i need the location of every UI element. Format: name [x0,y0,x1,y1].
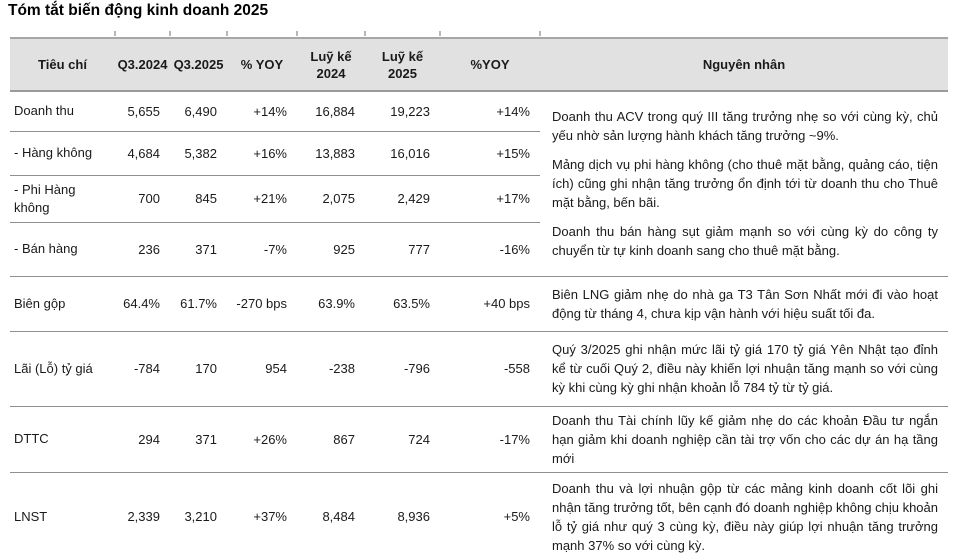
cell-value: 777 [365,222,440,277]
cell-value: 63.5% [365,276,440,332]
cell-value: -796 [365,331,440,407]
reason-cell-fx: Quý 3/2025 ghi nhận mức lãi tỷ giá 170 t… [540,331,948,407]
header-q3-2025: Q3.2025 [170,38,227,92]
cell-value: 16,016 [365,131,440,176]
cell-value: +26% [227,406,297,473]
cell-value: -238 [297,331,365,407]
cell-value: 371 [170,222,227,277]
cell-value: +40 bps [440,276,540,332]
cell-value: 5,382 [170,131,227,176]
cell-value: +14% [227,91,297,132]
table-row-doanh-thu: Doanh thu 5,655 6,490 +14% 16,884 19,223… [10,91,948,277]
cell-value: 8,936 [365,472,440,557]
cell-value: 700 [115,175,170,223]
header-q3-2024: Q3.2024 [115,38,170,92]
cell-value: 724 [365,406,440,473]
reason-cell-gross-margin: Biên LNG giảm nhẹ do nhà ga T3 Tân Sơn N… [540,276,948,332]
table-row-bien-gop: Biên gộp 64.4% 61.7% -270 bps 63.9% 63.5… [10,276,948,332]
cell-value: 63.9% [297,276,365,332]
cell-value: 371 [170,406,227,473]
cell-value: 19,223 [365,91,440,132]
cell-value: 2,339 [115,472,170,557]
header-cum-2025: Luỹ kế 2025 [365,38,440,92]
cell-value: 13,883 [297,131,365,176]
cell-value: 3,210 [170,472,227,557]
table-row-ty-gia: Lãi (Lỗ) tỷ giá -784 170 954 -238 -796 -… [10,331,948,407]
cell-value: 4,684 [115,131,170,176]
reason-paragraph: Doanh thu và lợi nhuận gộp từ các mảng k… [552,480,938,553]
reason-cell-net-profit: Doanh thu và lợi nhuận gộp từ các mảng k… [540,472,948,557]
table-row-lnst: LNST 2,339 3,210 +37% 8,484 8,936 +5% Do… [10,472,948,557]
column-tick-marks [10,31,948,37]
reason-paragraph: Doanh thu ACV trong quý III tăng trưởng … [552,109,938,144]
table-row-ban-hang: - Bán hàng 236 371 -7% 925 777 -16% [10,222,948,277]
cell-value: -784 [115,331,170,407]
header-yoy-quarter: % YOY [227,38,297,92]
table-row-hang-khong: - Hàng không 4,684 5,382 +16% 13,883 16,… [10,131,948,176]
cell-value: -16% [440,222,540,277]
cell-value: +17% [440,175,540,223]
cell-value: -7% [227,222,297,277]
cell-value: +15% [440,131,540,176]
cell-value: 64.4% [115,276,170,332]
cell-value: -270 bps [227,276,297,332]
cell-value: +14% [440,91,540,132]
reason-paragraph: Doanh thu bán hàng sụt giảm mạnh so với … [552,224,938,259]
cell-value: +21% [227,175,297,223]
reason-cell-revenue: Doanh thu ACV trong quý III tăng trưởng … [540,91,948,277]
cell-value: 925 [297,222,365,277]
cell-value: 16,884 [297,91,365,132]
cell-value: 8,484 [297,472,365,557]
business-summary-table: Tiêu chí Q3.2024 Q3.2025 % YOY Luỹ kế 20… [10,37,948,557]
cell-value: +16% [227,131,297,176]
cell-value: 845 [170,175,227,223]
cell-value: +37% [227,472,297,557]
header-row: Tiêu chí Q3.2024 Q3.2025 % YOY Luỹ kế 20… [10,38,948,92]
cell-value: 5,655 [115,91,170,132]
reason-paragraph: Doanh thu Tài chính lũy kế giảm nhẹ do c… [552,412,938,466]
reason-cell-financial-income: Doanh thu Tài chính lũy kế giảm nhẹ do c… [540,406,948,473]
reason-paragraph: Biên LNG giảm nhẹ do nhà ga T3 Tân Sơn N… [552,286,938,321]
reason-paragraph: Quý 3/2025 ghi nhận mức lãi tỷ giá 170 t… [552,342,938,395]
header-reason: Nguyên nhân [540,38,948,92]
row-label: - Bán hàng [10,222,115,277]
row-label: Lãi (Lỗ) tỷ giá [10,331,115,407]
row-label: DTTC [10,406,115,473]
table-row-dttc: DTTC 294 371 +26% 867 724 -17% Doanh thu… [10,406,948,473]
header-cum-2024: Luỹ kế 2024 [297,38,365,92]
row-label: Biên gộp [10,276,115,332]
row-label: - Phi Hàng không [10,175,115,223]
cell-value: -17% [440,406,540,473]
cell-value: 2,429 [365,175,440,223]
cell-value: 954 [227,331,297,407]
reason-paragraph: Mảng dịch vụ phi hàng không (cho thuê mặ… [552,157,938,211]
header-yoy-cum: %YOY [440,38,540,92]
page-title: Tóm tắt biến động kinh doanh 2025 [8,2,269,19]
row-label: - Hàng không [10,131,115,176]
cell-value: 294 [115,406,170,473]
row-label: Doanh thu [10,91,115,132]
cell-value: 6,490 [170,91,227,132]
row-label: LNST [10,472,115,557]
cell-value: 867 [297,406,365,473]
cell-value: 170 [170,331,227,407]
cell-value: 2,075 [297,175,365,223]
cell-value: 61.7% [170,276,227,332]
header-criteria: Tiêu chí [10,38,115,92]
table-row-phi-hang-khong: - Phi Hàng không 700 845 +21% 2,075 2,42… [10,175,948,223]
cell-value: +5% [440,472,540,557]
cell-value: 236 [115,222,170,277]
cell-value: -558 [440,331,540,407]
